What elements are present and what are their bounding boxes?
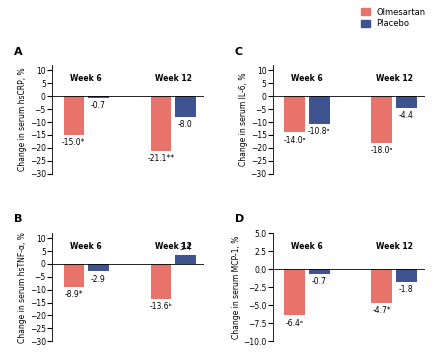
Y-axis label: Change in serum IL-6, %: Change in serum IL-6, % (239, 73, 248, 166)
Text: Week 12: Week 12 (375, 74, 412, 83)
Bar (284, 96, 305, 132)
Bar (151, 264, 171, 299)
Text: B: B (14, 215, 23, 224)
Text: 3.4: 3.4 (179, 243, 191, 252)
Text: -0.7: -0.7 (91, 101, 106, 110)
Text: -15.0*: -15.0* (62, 138, 85, 147)
Bar (88, 96, 108, 98)
Text: -8.0: -8.0 (178, 120, 193, 129)
Text: Week 12: Week 12 (155, 74, 191, 83)
Text: -18.0ᵃ: -18.0ᵃ (371, 146, 393, 155)
Text: D: D (235, 215, 244, 224)
Text: Week 12: Week 12 (155, 242, 191, 251)
Bar (88, 264, 108, 272)
Bar (372, 96, 392, 143)
Bar (372, 269, 392, 303)
Text: Week 6: Week 6 (291, 242, 323, 251)
Text: -1.8: -1.8 (399, 285, 414, 294)
Bar (151, 96, 171, 151)
Text: Week 12: Week 12 (375, 242, 412, 251)
Y-axis label: Change in serum MCP-1, %: Change in serum MCP-1, % (232, 236, 241, 339)
Text: C: C (235, 47, 243, 57)
Bar (309, 96, 329, 124)
Bar (284, 269, 305, 315)
Text: -14.0ᵃ: -14.0ᵃ (283, 135, 306, 144)
Text: -21.1**: -21.1** (147, 154, 174, 163)
Text: -0.7: -0.7 (312, 277, 327, 286)
Y-axis label: Change in serum hsTNF-α, %: Change in serum hsTNF-α, % (18, 232, 27, 343)
Bar (396, 96, 417, 107)
Text: -13.6ᵇ: -13.6ᵇ (149, 302, 172, 311)
Bar (175, 255, 196, 264)
Bar (63, 264, 84, 287)
Text: Week 6: Week 6 (291, 74, 323, 83)
Bar (63, 96, 84, 135)
Text: -2.9: -2.9 (91, 275, 106, 284)
Bar (175, 96, 196, 117)
Text: Week 6: Week 6 (70, 74, 102, 83)
Text: -10.8ᵃ: -10.8ᵃ (308, 127, 330, 136)
Legend: Olmesartan, Placebo: Olmesartan, Placebo (362, 8, 425, 28)
Y-axis label: Change in serum hsCRP, %: Change in serum hsCRP, % (18, 68, 27, 171)
Text: Week 6: Week 6 (70, 242, 102, 251)
Text: -4.7*: -4.7* (372, 306, 391, 315)
Bar (396, 269, 417, 282)
Text: -6.4ᵃ: -6.4ᵃ (286, 318, 304, 327)
Text: -8.9*: -8.9* (65, 290, 83, 299)
Text: A: A (14, 47, 23, 57)
Bar (309, 269, 329, 274)
Text: -4.4: -4.4 (399, 111, 414, 120)
